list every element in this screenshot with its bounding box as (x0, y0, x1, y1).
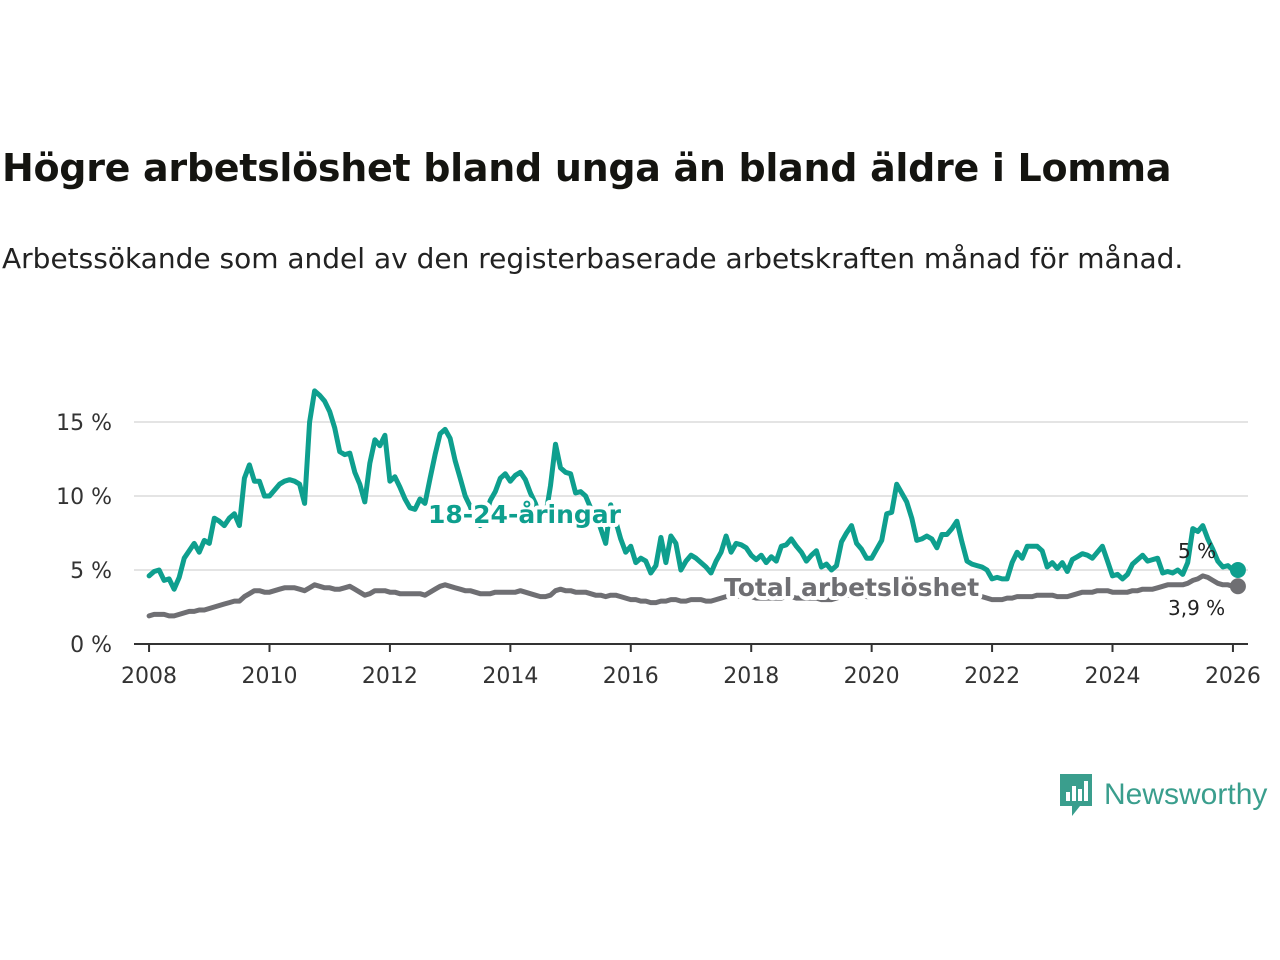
x-tick-label: 2012 (362, 664, 418, 689)
brand-name: Newsworthy (1104, 778, 1268, 811)
y-tick-label: 15 % (56, 411, 112, 436)
y-tick-label: 10 % (56, 485, 112, 510)
series-line-total (146, 573, 1241, 619)
y-tick-label: 0 % (70, 633, 112, 658)
x-tick-label: 2020 (844, 664, 900, 689)
x-tick-label: 2024 (1085, 664, 1141, 689)
gridlines (134, 421, 1248, 571)
x-tick-label: 2008 (121, 664, 177, 689)
series-line-youth (146, 388, 1241, 592)
chart-subtitle: Arbetssökande som andel av den registerb… (2, 242, 1184, 275)
youth-end-point (1229, 562, 1246, 578)
newsworthy-logo[interactable]: Newsworthy (1058, 772, 1267, 818)
series-lines (146, 388, 1241, 619)
youth-end-label: 5 % (1178, 539, 1216, 563)
total-end-point (1229, 578, 1246, 595)
x-tick-label: 2016 (603, 664, 659, 689)
youth-series-label: 18-24-åringar (428, 500, 622, 529)
chart-title: Högre arbetslöshet bland unga än bland ä… (2, 146, 1172, 190)
x-axis: 2008 2010 2012 2014 2016 2018 2020 2022 2024 2026 (121, 643, 1261, 689)
line-chart: 0 %5 %10 %15 % 2008 2010 2012 2014 2016 2018 2… (56, 388, 1261, 689)
x-tick-label: 2014 (482, 664, 538, 689)
total-series-label-halo: Total arbetslöshet (724, 573, 979, 602)
total-series-label: Total arbetslöshet (724, 573, 979, 602)
x-tick-label: 2010 (241, 664, 297, 689)
newsworthy-logo-icon (1060, 774, 1092, 816)
x-tick-label: 2022 (964, 664, 1020, 689)
total-end-label: 3,9 % (1168, 596, 1225, 620)
y-tick-label: 5 % (70, 559, 112, 584)
y-axis: 0 % 5 % 10 % 15 % (56, 411, 112, 658)
youth-series-label-halo: 18-24-åringar (428, 500, 622, 529)
x-tick-label: 2018 (723, 664, 779, 689)
x-tick-label: 2026 (1205, 664, 1261, 689)
